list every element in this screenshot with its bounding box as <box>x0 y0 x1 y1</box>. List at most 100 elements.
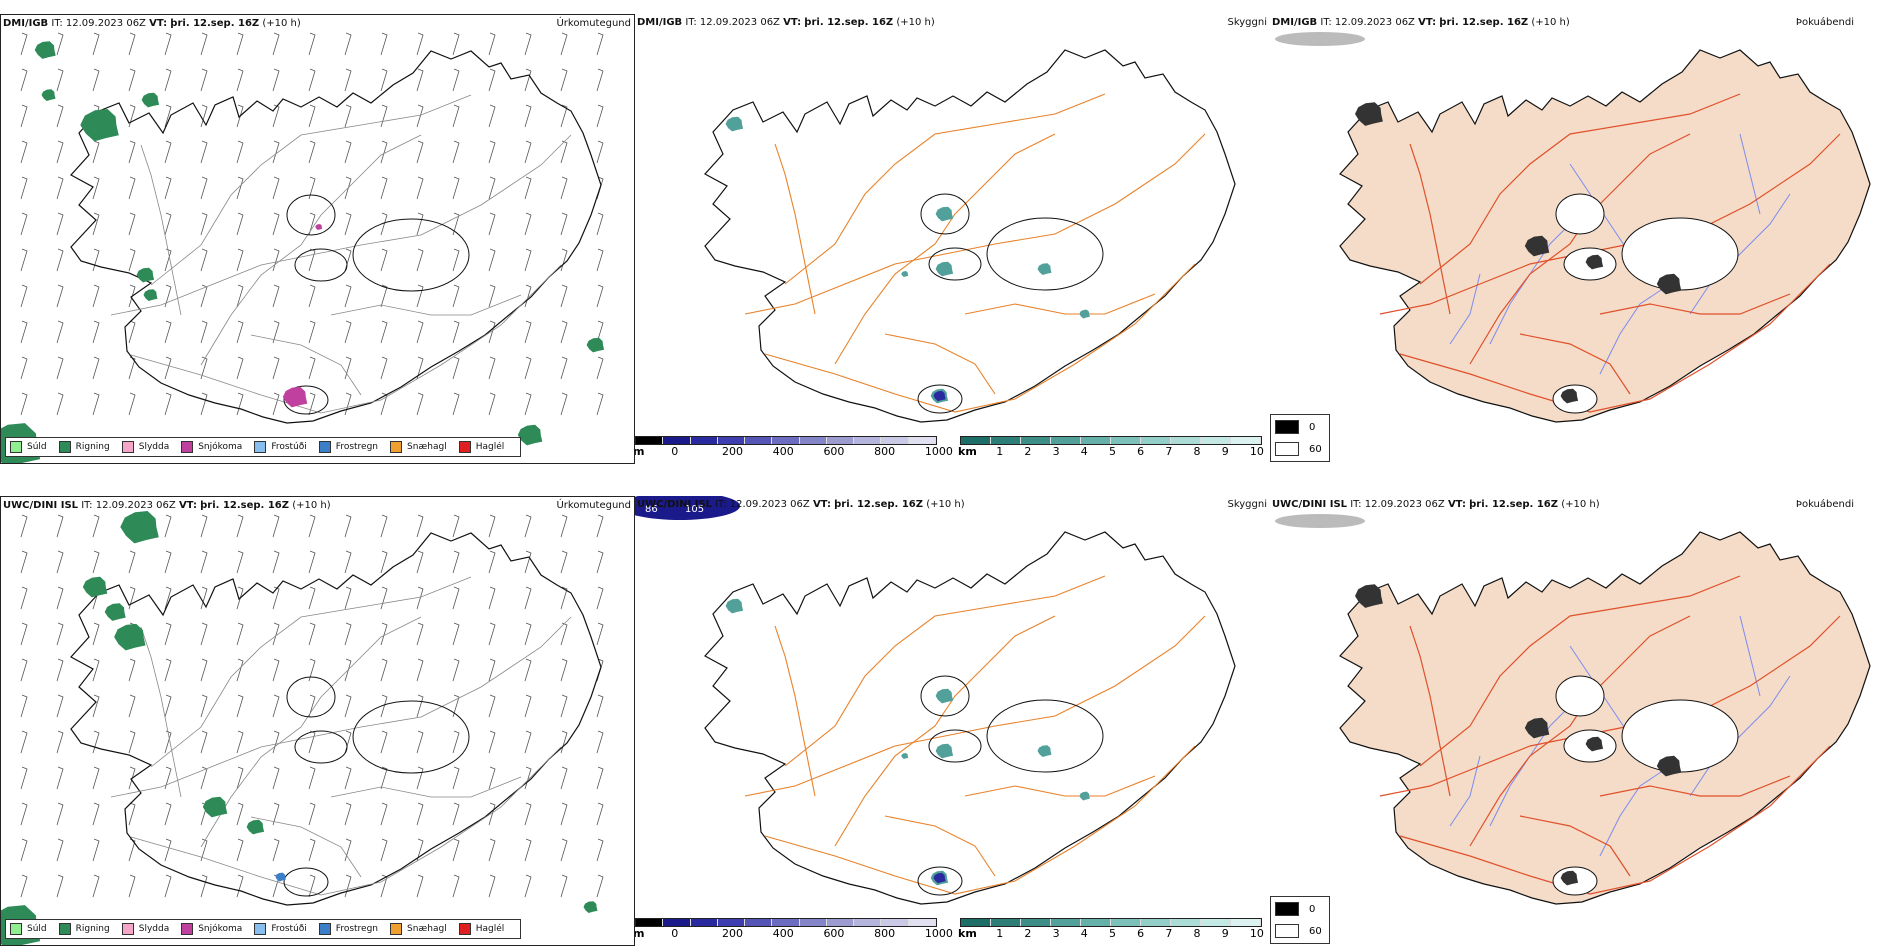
wind-barb <box>164 694 172 718</box>
wind-barb <box>236 622 244 646</box>
precip-legend: Súld Rigning Slydda Snjókoma Frostúði Frostre… <box>5 437 522 457</box>
glacier-outline <box>1555 193 1605 235</box>
cloud-base-label: 105 <box>685 504 704 515</box>
wind-barb <box>200 320 208 344</box>
road-line <box>964 775 1156 797</box>
wind-barb <box>452 140 460 164</box>
wind-barb <box>524 838 532 862</box>
wind-barb <box>596 694 604 718</box>
road-line <box>884 333 996 395</box>
legend-item: Snjókoma <box>181 923 242 935</box>
wind-barb <box>416 176 424 200</box>
wind-barb <box>452 320 460 344</box>
wind-barb <box>236 766 244 790</box>
road-line <box>774 625 816 797</box>
wind-barb <box>560 32 568 56</box>
wind-barb <box>20 284 28 308</box>
wind-barb <box>452 392 460 416</box>
glacier-outline <box>283 385 329 415</box>
wind-barb <box>308 176 316 200</box>
scale-tick-label: 7 <box>1165 445 1173 458</box>
wind-barb <box>452 874 460 898</box>
wind-barb <box>200 550 208 574</box>
wind-barb <box>452 356 460 380</box>
scale-bar <box>960 436 1262 445</box>
fog-key-row: 60 <box>1275 439 1325 459</box>
low-visibility-area <box>935 688 954 704</box>
scale-swatch <box>1171 919 1201 926</box>
wind-barb <box>344 874 352 898</box>
scale-swatch <box>1081 919 1111 926</box>
scale-swatch <box>745 437 773 444</box>
wind-barb <box>92 514 100 538</box>
low-visibility-area <box>1079 309 1090 319</box>
wind-barb <box>236 802 244 826</box>
precip-title: Úrkomutegund <box>556 18 631 29</box>
wind-barb <box>56 514 64 538</box>
wind-barb <box>596 212 604 236</box>
wind-barb <box>236 658 244 682</box>
legend-item: Slydda <box>121 441 169 453</box>
cloud-panel-row1: DMI/IGB IT: 12.09.2023 06Z VT: þri. 12.s… <box>635 14 1270 464</box>
fog-area <box>1275 514 1365 528</box>
wind-barb <box>236 586 244 610</box>
road-line <box>1599 775 1791 797</box>
wind-barb <box>128 284 136 308</box>
wind-barb <box>56 550 64 574</box>
scale-swatch <box>961 437 991 444</box>
scale-tick-label: 0 <box>671 445 679 458</box>
wind-barb <box>272 586 280 610</box>
legend-swatch <box>121 923 134 935</box>
river-line <box>1739 133 1761 215</box>
legend-label: Snæhagl <box>407 924 447 934</box>
wind-barb <box>56 694 64 718</box>
legend-label: Súld <box>27 924 47 934</box>
wind-barb <box>20 658 28 682</box>
precip-legend: Súld Rigning Slydda Snjókoma Frostúði Frostre… <box>5 919 522 939</box>
wind-barb <box>416 212 424 236</box>
scale-swatch <box>881 437 909 444</box>
wind-barb <box>488 622 496 646</box>
river-line <box>1689 675 1791 797</box>
wind-barb <box>164 550 172 574</box>
road-line <box>130 264 562 414</box>
panel-header: DMI/IGB IT: 12.09.2023 06Z VT: þri. 12.s… <box>3 18 301 29</box>
legend-swatch <box>10 923 22 935</box>
scale-swatch <box>690 919 718 926</box>
legend-label: Snjókoma <box>198 442 243 452</box>
wind-barb <box>308 550 316 574</box>
wind-barb <box>56 68 64 92</box>
wind-barb <box>380 176 388 200</box>
glacier-outline <box>917 866 963 896</box>
wind-barb <box>416 104 424 128</box>
wind-barb <box>92 766 100 790</box>
wind-barb <box>272 140 280 164</box>
scale-tick-label: 1000 <box>924 445 953 458</box>
wind-barb <box>380 212 388 236</box>
scale-swatch <box>636 919 664 926</box>
wind-barb <box>164 284 172 308</box>
wind-barb <box>200 68 208 92</box>
legend-label: Snæhagl <box>407 442 447 452</box>
wind-barb <box>488 766 496 790</box>
wind-barb <box>128 68 136 92</box>
scale-bar <box>635 436 937 445</box>
legend-swatch <box>318 441 331 453</box>
wind-barb <box>308 104 316 128</box>
road-line <box>834 133 1056 365</box>
legend-item: Frostregn <box>318 923 378 935</box>
legend-item: Haglél <box>458 441 504 453</box>
legend-swatch <box>10 441 22 453</box>
wind-barb <box>164 392 172 416</box>
wind-barb <box>488 212 496 236</box>
wind-barb <box>20 248 28 272</box>
wind-barb <box>236 212 244 236</box>
wind-barb <box>452 766 460 790</box>
scale-swatch <box>636 437 664 444</box>
wind-barb <box>560 802 568 826</box>
scale-swatch <box>772 919 800 926</box>
road-line <box>330 294 522 316</box>
wind-barb <box>128 320 136 344</box>
wind-barb <box>560 838 568 862</box>
panel-header: UWC/DINI ISL IT: 12.09.2023 06Z VT: þri.… <box>3 500 331 511</box>
